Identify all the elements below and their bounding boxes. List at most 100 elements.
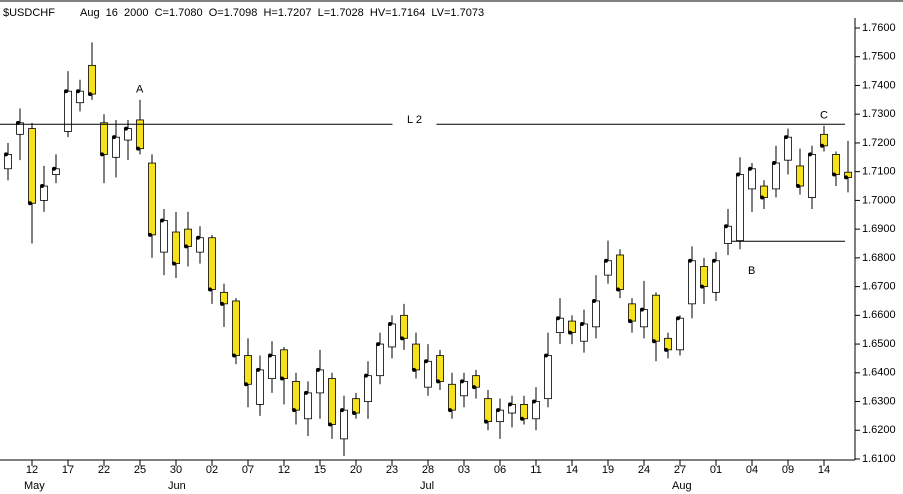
close-dot [292,408,296,413]
close-dot [40,184,44,189]
close-dot [712,258,716,263]
candle-body [652,294,660,342]
close-dot [28,201,32,206]
candle-body [208,237,216,290]
candle-body [64,90,72,132]
candle-body [352,398,360,414]
candle-body [520,404,528,420]
candle-body [316,369,324,394]
close-dot [76,89,80,94]
close-dot [388,321,392,326]
candle-body [196,237,204,253]
close-dot [664,347,668,352]
close-dot [304,390,308,395]
candle-body [616,254,624,290]
candle-body [88,64,96,95]
close-dot [112,135,116,140]
close-dot [64,89,68,94]
close-dot [688,258,692,263]
close-dot [508,402,512,407]
close-dot [88,92,92,97]
chart-title: $USDCHF [3,7,55,19]
candle-body [388,323,396,348]
close-dot [604,258,608,263]
candle-body [772,162,780,190]
close-dot [400,336,404,341]
close-dot [316,367,320,372]
candle-body [592,300,600,328]
close-dot [580,321,584,326]
candle-body [748,168,756,190]
month-label: May [24,480,45,492]
close-dot [376,342,380,347]
annotation: A [136,84,144,96]
candle-body [268,355,276,379]
candle-body [412,343,420,371]
close-dot [196,235,200,240]
close-dot [484,419,488,424]
close-dot [472,385,476,390]
close-dot [844,175,848,180]
candle-body [556,317,564,333]
close-dot [724,224,728,229]
close-dot [364,373,368,378]
close-dot [832,172,836,177]
close-dot [256,367,260,372]
close-dot [244,382,248,387]
x-tick-label: 20 [350,464,362,476]
candle-body [832,154,840,175]
candle-body [328,378,336,425]
candle-body [712,260,720,293]
candle-body [628,303,636,322]
x-tick-label: 19 [602,464,614,476]
y-tick-label: 1.7600 [862,22,896,34]
close-dot [172,261,176,266]
close-dot [556,316,560,321]
y-tick-label: 1.7400 [862,79,896,91]
y-tick-label: 1.6800 [862,252,896,264]
close-dot [820,143,824,148]
close-dot [52,166,56,171]
x-tick-label: 14 [566,464,578,476]
candle-body [784,136,792,161]
y-tick-label: 1.7100 [862,166,896,178]
close-dot [532,399,536,404]
close-dot [736,172,740,177]
x-tick-label: 01 [710,464,722,476]
candle-body [484,398,492,423]
x-tick-label: 07 [242,464,254,476]
close-dot [640,307,644,312]
candle-body [304,392,312,420]
candle-body [280,349,288,379]
x-tick-label: 27 [674,464,686,476]
close-dot [808,152,812,157]
candle-body [688,260,696,305]
close-dot [520,416,524,421]
candle-body [532,401,540,420]
candle-body [376,343,384,377]
x-tick-label: 12 [26,464,38,476]
candle-body [256,369,264,405]
close-dot [436,379,440,384]
close-dot [448,408,452,413]
close-dot [340,408,344,413]
candle-body [148,162,156,236]
chart-subtitle: Aug 16 2000 C=1.7080 O=1.7098 H=1.7207 L… [80,7,484,19]
candle-body [604,260,612,276]
y-tick-label: 1.6100 [862,453,896,465]
candle-body [340,409,348,440]
close-dot [4,152,8,157]
candle-body [40,185,48,201]
y-tick-label: 1.7000 [862,194,896,206]
close-dot [460,379,464,384]
close-dot [760,195,764,200]
close-dot [796,184,800,189]
candle-body [448,383,456,411]
candle-body [544,355,552,400]
x-tick-label: 28 [422,464,434,476]
close-dot [328,422,332,427]
candle-body [172,231,180,265]
close-dot [136,146,140,151]
